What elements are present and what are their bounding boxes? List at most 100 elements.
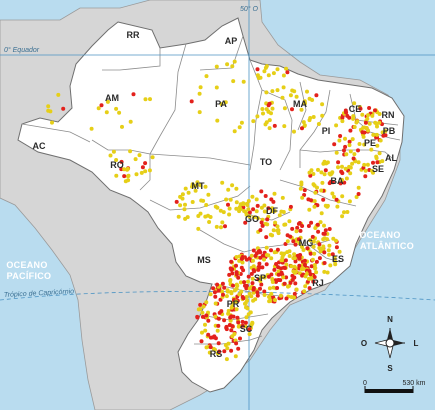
occurrence-dot xyxy=(216,316,221,321)
occurrence-dot xyxy=(262,257,266,262)
occurrence-dot xyxy=(264,90,269,95)
occurrence-dot xyxy=(287,249,292,254)
occurrence-dot xyxy=(248,310,253,315)
occurrence-dot xyxy=(293,281,298,286)
occurrence-dot xyxy=(195,180,200,185)
occurrence-dot xyxy=(193,188,198,193)
occurrence-dot xyxy=(260,265,265,270)
occurrence-dot xyxy=(307,207,312,212)
occurrence-dot xyxy=(340,178,345,182)
occurrence-dot xyxy=(280,258,285,263)
occurrence-dot xyxy=(249,253,254,258)
occurrence-dot xyxy=(228,279,233,283)
occurrence-dot xyxy=(308,238,313,243)
occurrence-dot xyxy=(276,272,281,277)
occurrence-dot xyxy=(371,132,376,137)
occurrence-dot xyxy=(198,211,203,216)
occurrence-dot xyxy=(215,118,220,123)
state-label-es: ES xyxy=(332,254,344,264)
occurrence-dot xyxy=(128,149,133,154)
occurrence-dot xyxy=(217,349,222,354)
occurrence-dot xyxy=(61,106,66,111)
occurrence-dot xyxy=(247,291,252,296)
occurrence-dot xyxy=(292,264,297,269)
occurrence-dot xyxy=(261,111,265,116)
occurrence-dot xyxy=(273,220,278,225)
occurrence-dot xyxy=(374,132,379,137)
occurrence-dot xyxy=(327,227,332,231)
occurrence-dot xyxy=(251,248,256,253)
occurrence-dot xyxy=(219,309,224,314)
occurrence-dot xyxy=(243,210,248,214)
occurrence-dot xyxy=(347,139,352,144)
occurrence-dot xyxy=(250,276,255,281)
occurrence-dot xyxy=(333,262,338,267)
occurrence-dot xyxy=(337,138,342,143)
occurrence-dot xyxy=(270,89,275,94)
occurrence-dot xyxy=(247,327,252,332)
occurrence-dot xyxy=(240,319,245,324)
occurrence-dot xyxy=(267,126,272,131)
occurrence-dot xyxy=(251,287,256,292)
occurrence-dot xyxy=(273,298,277,302)
occurrence-dot xyxy=(216,323,221,328)
occurrence-dot xyxy=(204,313,209,318)
occurrence-dot xyxy=(305,89,309,94)
occurrence-dot xyxy=(367,121,372,126)
occurrence-dot xyxy=(270,277,275,281)
occurrence-dot xyxy=(313,190,318,195)
occurrence-dot xyxy=(243,220,248,225)
occurrence-dot xyxy=(117,110,122,115)
occurrence-dot xyxy=(340,164,344,169)
state-label-sp: SP xyxy=(254,273,266,283)
occurrence-dot xyxy=(239,265,244,270)
occurrence-dot xyxy=(249,271,254,276)
occurrence-dot xyxy=(211,286,216,291)
occurrence-dot xyxy=(375,143,380,148)
occurrence-dot xyxy=(345,113,350,118)
occurrence-dot xyxy=(182,207,187,212)
occurrence-dot xyxy=(302,193,307,197)
occurrence-dot xyxy=(255,67,260,72)
occurrence-dot xyxy=(244,305,248,310)
occurrence-dot xyxy=(222,285,227,290)
occurrence-dot xyxy=(237,209,242,214)
occurrence-dot xyxy=(246,274,251,279)
occurrence-dot xyxy=(244,295,249,299)
state-label-ms: MS xyxy=(197,255,211,265)
occurrence-dot xyxy=(193,183,198,188)
occurrence-dot xyxy=(183,202,187,207)
occurrence-dot xyxy=(246,279,250,284)
occurrence-dot xyxy=(260,223,265,228)
occurrence-dot xyxy=(292,291,297,296)
occurrence-dot xyxy=(283,258,288,263)
occurrence-dot xyxy=(292,252,297,257)
occurrence-dot xyxy=(300,245,304,249)
occurrence-dot xyxy=(255,73,260,78)
occurrence-dot xyxy=(336,165,340,170)
occurrence-dot xyxy=(220,281,225,286)
occurrence-dot xyxy=(234,282,239,287)
occurrence-dot xyxy=(292,129,296,134)
occurrence-dot xyxy=(311,279,316,284)
occurrence-dot xyxy=(297,221,302,225)
occurrence-dot xyxy=(204,203,209,207)
occurrence-dot xyxy=(207,350,212,355)
occurrence-dot xyxy=(226,341,231,346)
occurrence-dot xyxy=(340,115,345,120)
occurrence-dot xyxy=(350,161,355,166)
occurrence-dot xyxy=(89,126,94,131)
occurrence-dot xyxy=(296,253,301,258)
occurrence-dot xyxy=(255,290,260,295)
occurrence-dot xyxy=(365,116,370,121)
state-label-mt: MT xyxy=(192,181,205,191)
occurrence-dot xyxy=(215,328,220,333)
occurrence-dot xyxy=(317,242,322,247)
occurrence-dot xyxy=(226,308,231,313)
occurrence-dot xyxy=(297,241,302,245)
occurrence-dot xyxy=(251,119,256,124)
occurrence-dot xyxy=(340,214,345,219)
meridian-label: 50° O xyxy=(240,5,259,13)
occurrence-dot xyxy=(213,336,218,341)
occurrence-dot xyxy=(371,160,375,165)
